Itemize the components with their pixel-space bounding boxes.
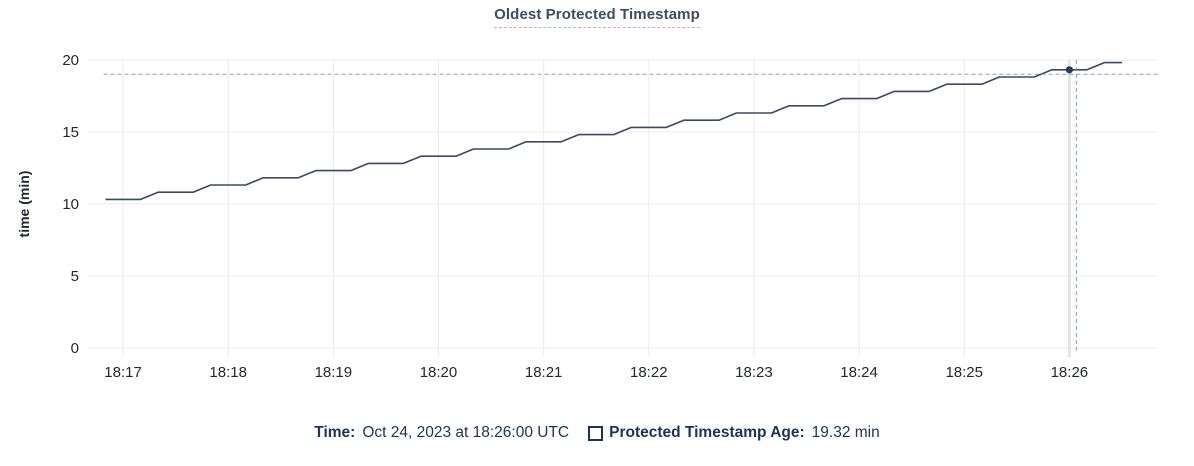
x-tick-label: 18:26 [1051, 364, 1089, 381]
y-tick-label: 20 [62, 52, 79, 69]
line-chart[interactable]: 0 5 10 15 20 18:17 18:18 18:19 18:20 18:21 18:22 18… [0, 0, 1194, 400]
x-tick-label: 18:18 [209, 364, 247, 381]
y-tick-label: 0 [71, 340, 79, 357]
series-toggle-checkbox[interactable] [588, 425, 604, 441]
chart-title-row: Oldest Protected Timestamp [0, 6, 1194, 28]
x-tick-label: 18:23 [735, 364, 773, 381]
legend-time-label: Time: [314, 424, 356, 441]
legend-series-value: 19.32 min [811, 424, 880, 441]
legend-time-value: Oct 24, 2023 at 18:26:00 UTC [362, 424, 570, 441]
x-tick-label: 18:17 [104, 364, 142, 381]
x-tick-label: 18:21 [525, 364, 563, 381]
x-tick-label: 18:22 [630, 364, 668, 381]
x-tick-label: 18:20 [420, 364, 458, 381]
x-tick-label: 18:25 [945, 364, 983, 381]
y-axis-label: time (min) [16, 171, 32, 238]
x-tick-label: 18:19 [315, 364, 353, 381]
hover-point [1065, 66, 1073, 74]
y-tick-label: 5 [71, 268, 79, 285]
y-tick-label: 15 [62, 124, 79, 141]
chart-title[interactable]: Oldest Protected Timestamp [494, 6, 700, 28]
x-tick-label: 18:24 [840, 364, 878, 381]
series-line [105, 61, 1122, 201]
chart-legend: Time: Oct 24, 2023 at 18:26:00 UTC Prote… [0, 424, 1194, 442]
y-tick-label: 10 [62, 196, 79, 213]
legend-series-label: Protected Timestamp Age: [609, 424, 805, 441]
